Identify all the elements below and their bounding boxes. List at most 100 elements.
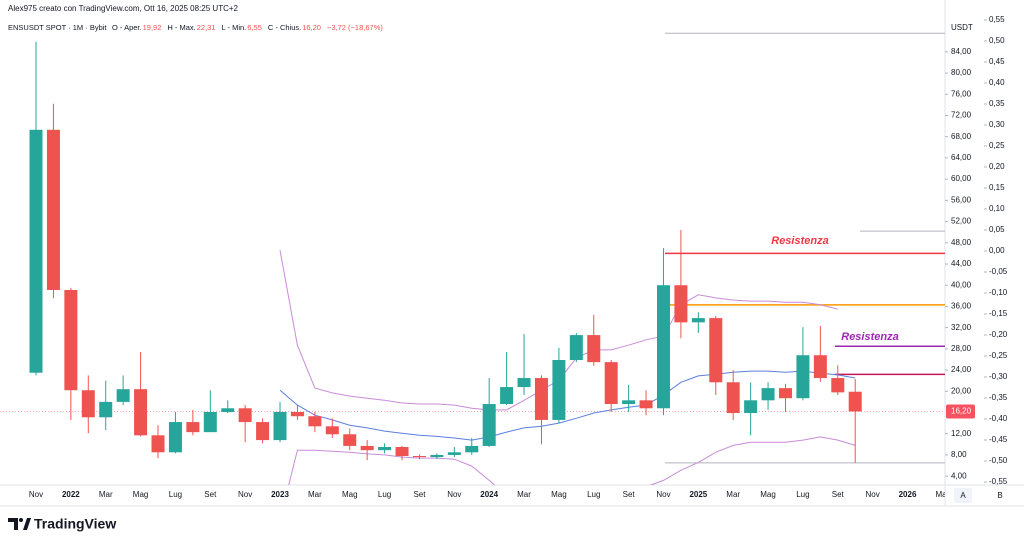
candle-body [744,400,758,414]
legend-change: −3,72 (−18,67%) [327,23,383,32]
ohlc-legend: O - Aper. 19,92 H - Max. 22,31 L - Min. 6,55 C… [112,23,383,32]
y2-tick-label: 0,15 [989,183,1005,192]
x-tick-label: Set [832,490,845,499]
y2-tick-label: 0,50 [989,36,1005,45]
plot-area: Resistenza Resistenza [0,32,945,485]
candle-body [639,400,653,409]
candle-body [273,411,287,441]
scale-button-label[interactable]: A [960,491,966,500]
candle-body [848,391,862,412]
candle-body [238,408,252,423]
y-tick-label: 32,00 [951,323,972,332]
y2-tick-label: -0,40 [989,414,1008,423]
legend-key: H - Max. [167,23,195,32]
x-tick-label: 2025 [689,490,707,499]
x-tick-label: Nov [238,490,252,499]
legend-value: 19,92 [143,23,162,32]
y-tick-label: 44,00 [951,259,972,268]
y2-tick-label: -0,55 [989,477,1008,486]
candle-body [186,422,200,433]
y2-tick-label: -0,50 [989,456,1008,465]
symbol: ENSUSDT SPOT · 1M · Bybit [8,23,107,32]
y-tick-label: 56,00 [951,195,972,204]
y2-tick-label: 0,10 [989,204,1005,213]
price-tag [946,404,975,419]
x-tick-label: Lug [378,490,391,499]
candle-body [81,390,95,418]
candle-body [203,411,217,433]
x-axis: Nov 2022 Mar Mag Lug Set Nov 2023 Mar Mag Lug Set No… [29,490,949,499]
y-tick-label: 64,00 [951,153,972,162]
candle-body [500,387,514,405]
candle-body [134,389,148,436]
y-tick-label: 36,00 [951,302,972,311]
candle-body [604,362,618,405]
y-tick-label: 4,00 [951,471,967,480]
y-tick-label: 24,00 [951,365,972,374]
legend-value: 16,20 [302,23,321,32]
indicator-line [288,436,856,485]
y-tick-label: 40,00 [951,280,972,289]
x-tick-label: Lug [587,490,600,499]
chart-title: Alex975 creato con TradingView.com, Ott … [8,4,239,13]
x-tick-label: Mar [726,490,740,499]
scale-button[interactable] [991,488,1009,503]
legend-key: L - Min. [222,23,247,32]
brand-logo [8,518,31,530]
x-tick-label: Mag [342,490,358,499]
x-tick-label: 2023 [271,490,289,499]
legend-key: O - Aper. [112,23,142,32]
y2-tick-label: -0,15 [989,309,1008,318]
candle-body [168,422,182,453]
candle-body [116,389,130,402]
y2-tick-label: 0,30 [989,120,1005,129]
scale-button[interactable] [954,488,972,503]
candle-body [221,408,235,412]
y-tick-label: 80,00 [951,68,972,77]
y2-tick-label: -0,10 [989,288,1008,297]
y2-tick-label: 0,20 [989,162,1005,171]
candle-body [64,289,78,391]
candle-body [587,335,601,363]
candle-body [691,318,705,323]
y2-tick-label: -0,05 [989,267,1008,276]
scale-button-label[interactable]: B [997,491,1002,500]
y-tick-label: 12,00 [951,429,972,438]
y-tick-label: 72,00 [951,111,972,120]
x-tick-label: Nov [447,490,461,499]
y-tick-label: 28,00 [951,344,972,353]
candle-body [656,285,670,409]
indicator-line [279,370,856,441]
x-tick-label: Mag [551,490,567,499]
y-tick-label: 48,00 [951,238,972,247]
candle-body [674,285,688,323]
y2-tick-label: -0,20 [989,330,1008,339]
annotation: Resistenza [771,235,828,247]
candle-body [151,435,165,453]
y-tick-label: 60,00 [951,174,972,183]
x-tick-label: Mar [935,490,949,499]
annotation: Resistenza [841,331,898,343]
y2-tick-label: -0,45 [989,435,1008,444]
candle-body [430,454,444,458]
candle-body [482,404,496,446]
price-tag-label: 16,20 [951,407,972,416]
candle-body [796,355,810,399]
y2-tick-label: -0,25 [989,351,1008,360]
candle-body [343,434,357,446]
candle-body [831,378,845,393]
x-tick-label: Mar [517,490,531,499]
brand: TradingView [34,516,116,532]
y2-tick-label: 0,05 [989,225,1005,234]
candle-body [778,388,792,399]
candle-body [46,129,60,290]
candle-body [325,426,339,435]
x-tick-label: Set [204,490,217,499]
y-tick-label: 20,00 [951,386,972,395]
y-tick-label: 84,00 [951,47,972,56]
x-tick-label: Mag [760,490,776,499]
x-tick-label: 2026 [899,490,917,499]
candle-body [813,355,827,379]
